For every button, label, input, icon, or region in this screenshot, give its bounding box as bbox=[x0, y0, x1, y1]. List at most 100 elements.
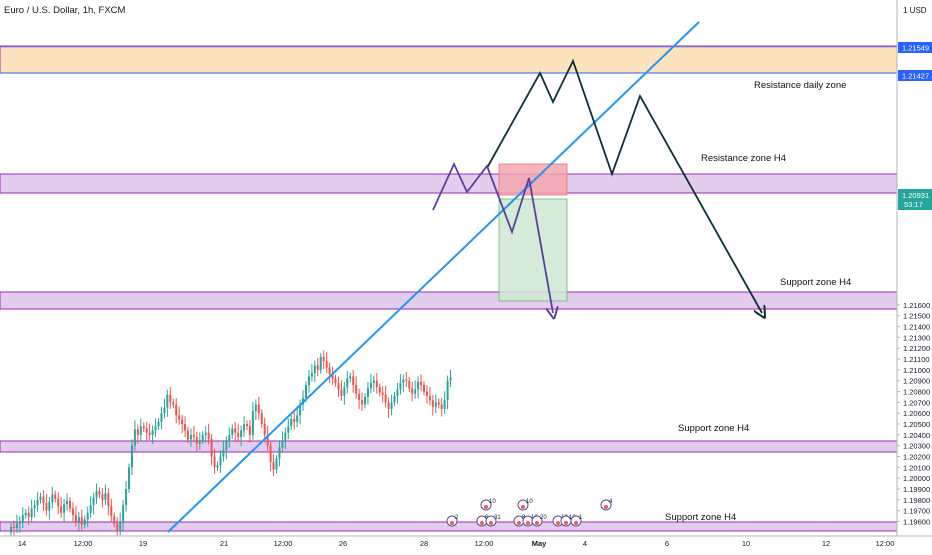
price-tick-label: 1.21000 bbox=[903, 366, 930, 375]
candle-body bbox=[340, 389, 343, 396]
candle-body bbox=[375, 380, 378, 388]
zones-layer bbox=[0, 45, 898, 532]
candle-body bbox=[98, 491, 101, 495]
candle-body bbox=[272, 461, 275, 470]
event-marker-label: 20 bbox=[540, 515, 547, 521]
price-tick-label: 1.20000 bbox=[903, 474, 930, 483]
candle-body bbox=[316, 365, 319, 370]
candle-body bbox=[178, 415, 181, 420]
candle-body bbox=[366, 388, 369, 397]
candle-body bbox=[66, 500, 69, 505]
ascending-trendline[interactable] bbox=[167, 21, 700, 533]
candle-body bbox=[358, 393, 361, 401]
candle-body bbox=[284, 432, 287, 441]
event-markers[interactable]: 2106311081020101014 bbox=[446, 499, 613, 527]
stop-loss-box[interactable] bbox=[498, 163, 568, 196]
projection-path-dark[interactable] bbox=[486, 58, 762, 313]
candle-body bbox=[343, 387, 346, 396]
candle-body bbox=[119, 521, 122, 531]
candle-body bbox=[225, 441, 228, 451]
candle-body bbox=[428, 395, 431, 401]
candle-body bbox=[39, 496, 42, 500]
candle-body bbox=[148, 432, 151, 435]
event-marker-dot bbox=[556, 521, 560, 525]
candle-body bbox=[45, 503, 48, 511]
candle-body bbox=[231, 428, 234, 435]
candle-body bbox=[446, 380, 449, 401]
candle-body bbox=[154, 426, 157, 431]
support-h4-label-1: Support zone H4 bbox=[780, 277, 851, 288]
candle-body bbox=[364, 396, 366, 405]
candle-body bbox=[449, 377, 452, 381]
candle-body bbox=[130, 445, 133, 468]
current-price-tag: 1.20931 53:17 bbox=[898, 189, 932, 210]
candle-body bbox=[95, 491, 98, 498]
candle-body bbox=[266, 434, 269, 446]
candle-body bbox=[201, 434, 204, 441]
candle-body bbox=[116, 523, 119, 531]
candle-body bbox=[313, 365, 316, 374]
candle-body bbox=[74, 515, 77, 522]
time-axis[interactable]: 14 12:00 19 21 12:00 26 28 12:00 May 4 6 10 12 12:00 bbox=[0, 535, 932, 550]
projection-path-purple[interactable] bbox=[432, 161, 553, 313]
candle-body bbox=[296, 415, 299, 422]
event-marker-label: 31 bbox=[494, 515, 501, 521]
event-marker-dot bbox=[535, 521, 539, 525]
event-marker-dot bbox=[517, 521, 521, 525]
price-tick-label: 1.21500 bbox=[903, 312, 930, 321]
candle-body bbox=[434, 402, 437, 407]
price-tag-lower-text: 1.21427 bbox=[902, 72, 929, 81]
candle-body bbox=[393, 395, 396, 403]
candle-body bbox=[290, 418, 293, 427]
candle-body bbox=[122, 505, 125, 522]
candle-body bbox=[104, 493, 107, 500]
candle-body bbox=[246, 424, 248, 427]
candle-body bbox=[305, 385, 307, 399]
price-tag-upper: 1.21549 bbox=[898, 42, 932, 53]
candle-body bbox=[281, 440, 284, 448]
candle-body bbox=[198, 440, 201, 444]
price-tick-label: 1.19800 bbox=[903, 496, 930, 505]
event-marker-label: 4 bbox=[609, 499, 613, 505]
candle-body bbox=[287, 426, 290, 433]
candle-body bbox=[408, 380, 411, 389]
candle-body bbox=[237, 432, 240, 438]
candle-body bbox=[378, 387, 381, 393]
candle-body bbox=[18, 521, 21, 524]
candle-body bbox=[71, 508, 74, 516]
candle-body bbox=[219, 456, 222, 466]
event-marker-dot bbox=[480, 521, 484, 525]
candle-body bbox=[48, 502, 51, 511]
candle-body bbox=[328, 367, 331, 375]
candle-body bbox=[417, 381, 420, 390]
candle-body bbox=[384, 394, 387, 403]
candle-body bbox=[251, 411, 254, 435]
candle-body bbox=[57, 498, 60, 507]
candle-body bbox=[248, 426, 251, 435]
resistance-daily-zone[interactable] bbox=[0, 45, 898, 74]
price-tick-label: 1.19600 bbox=[903, 518, 930, 527]
candle-body bbox=[172, 402, 175, 405]
price-tick-label: 1.19700 bbox=[903, 507, 930, 516]
candle-body bbox=[101, 494, 104, 500]
event-marker-label: 2 bbox=[455, 515, 459, 521]
time-tick-label: 12 bbox=[822, 539, 830, 548]
support-h4-zone-1[interactable] bbox=[0, 291, 898, 310]
candle-body bbox=[423, 385, 425, 392]
candle-body bbox=[181, 419, 184, 425]
candle-body bbox=[420, 381, 423, 386]
time-tick-label: 4 bbox=[583, 539, 587, 548]
price-tick-label: 1.21600 bbox=[903, 301, 930, 310]
trade-box[interactable] bbox=[498, 163, 568, 302]
price-tick-label: 1.20400 bbox=[903, 431, 930, 440]
time-tick-label: 12:00 bbox=[876, 539, 895, 548]
take-profit-box[interactable] bbox=[498, 198, 568, 302]
candle-body bbox=[54, 494, 57, 499]
candle-body bbox=[145, 428, 148, 433]
event-marker-label: 1 bbox=[579, 515, 583, 521]
candle-body bbox=[307, 376, 310, 386]
candle-body bbox=[42, 496, 45, 504]
